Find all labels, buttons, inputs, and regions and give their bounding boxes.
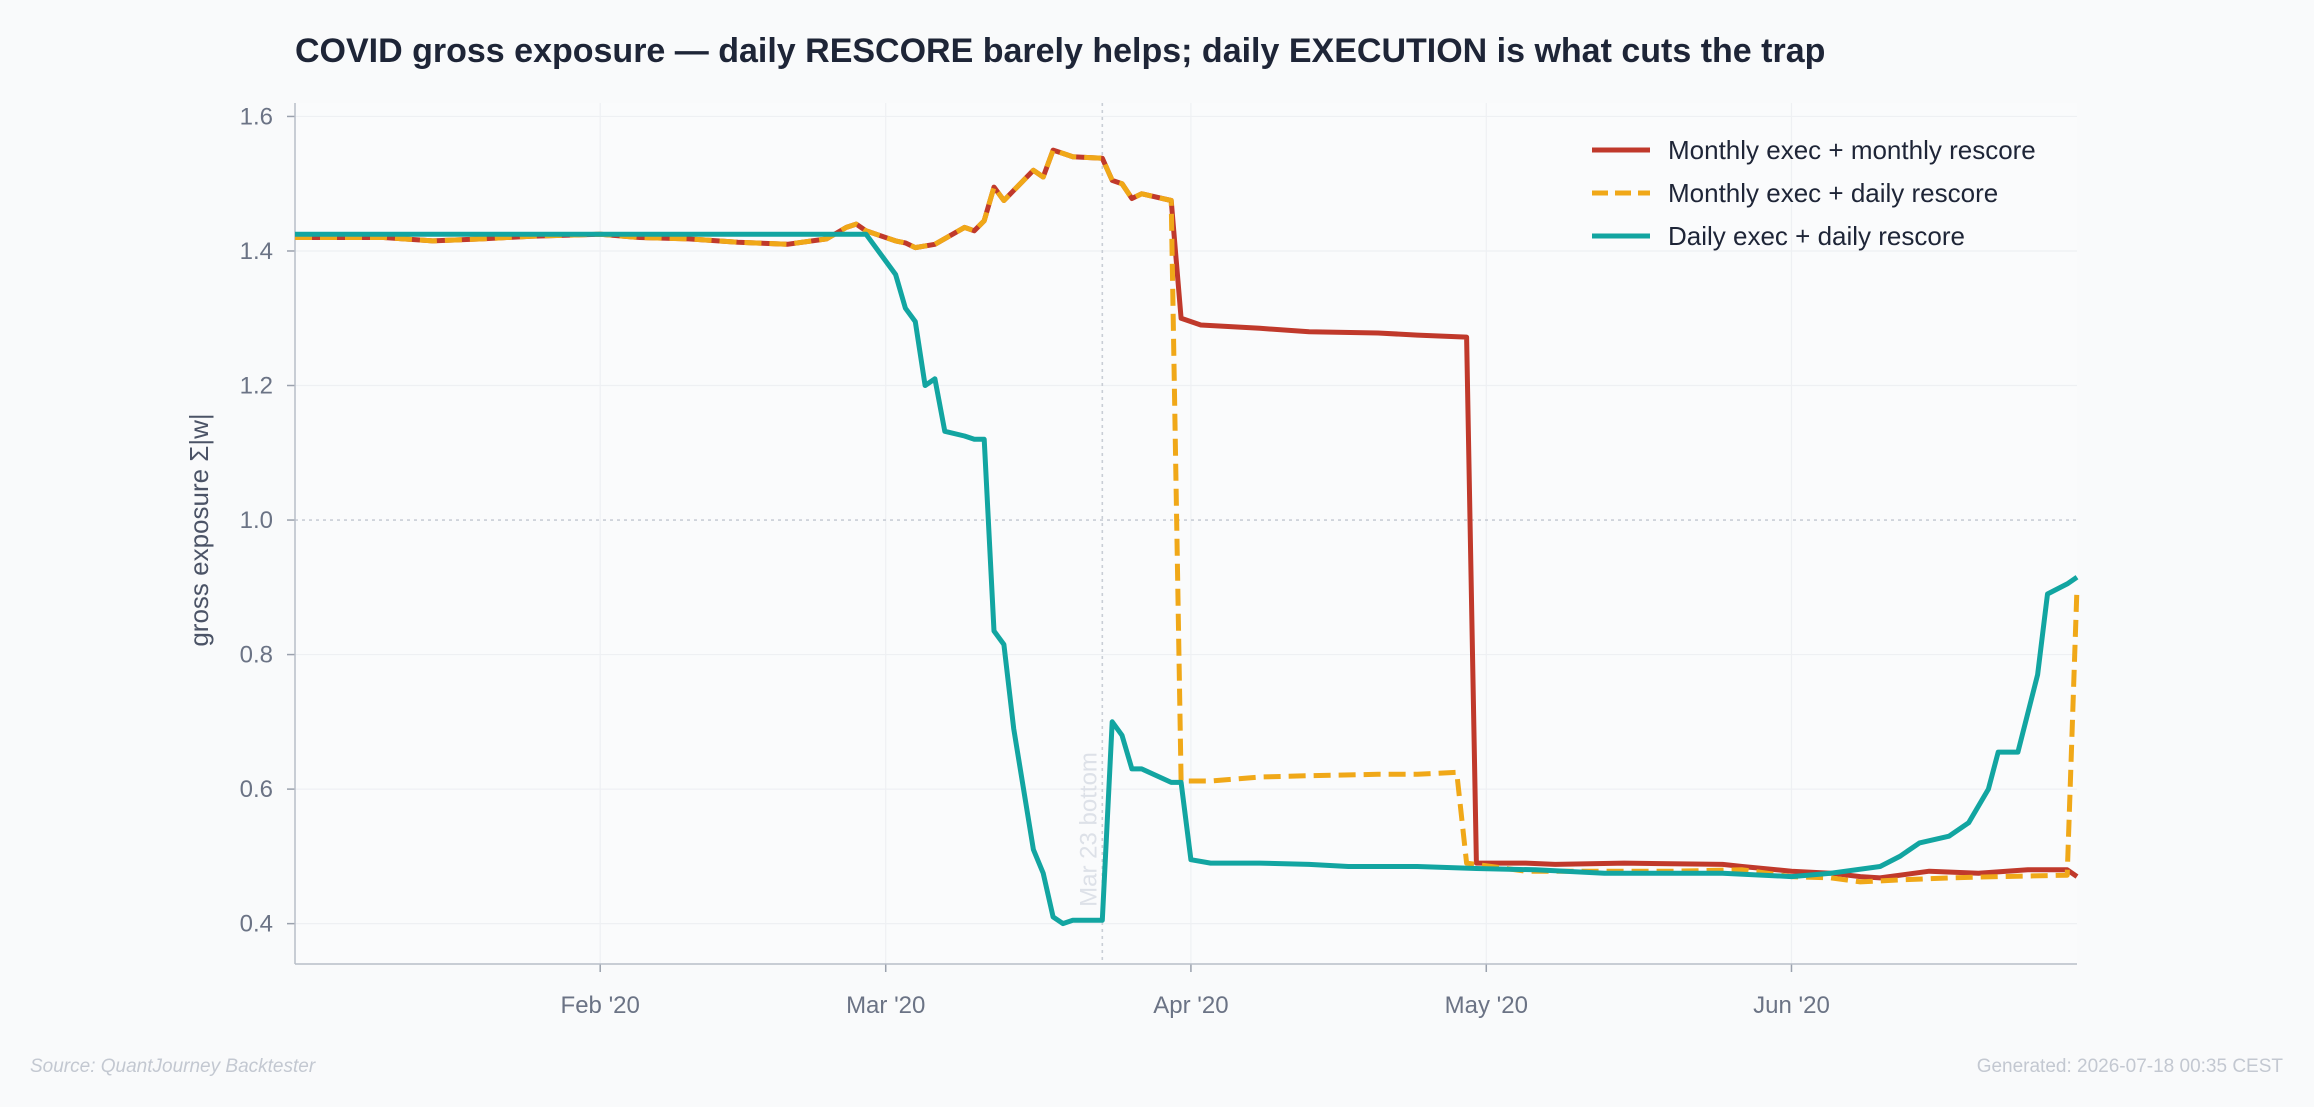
chart-title: COVID gross exposure — daily RESCORE bar…	[295, 32, 1825, 70]
y-tick-label: 0.4	[240, 911, 273, 938]
series-line-3	[295, 231, 2079, 927]
plot-area: 0.4 0.6 0.8 1.0 1.2 1.4 1.6 Feb '20 Mar '20 Apr '…	[240, 103, 2080, 1019]
y-tick-label: 1.2	[240, 373, 273, 400]
x-tick-label: Jun '20	[1753, 992, 1830, 1019]
y-tick-label: 1.4	[240, 238, 273, 265]
y-tick-label: 1.6	[240, 103, 273, 130]
y-tick-label: 1.0	[240, 507, 273, 534]
y-tick-label: 0.6	[240, 776, 273, 803]
x-tick-label: Feb '20	[561, 992, 640, 1019]
footer-generated: Generated: 2026-07-18 00:35 CEST	[1977, 1056, 2284, 1077]
y-tick-label: 0.8	[240, 642, 273, 669]
x-tick-label: May '20	[1445, 992, 1528, 1019]
x-tick-label: Apr '20	[1153, 992, 1228, 1019]
legend-label: Monthly exec + monthly rescore	[1668, 135, 2036, 165]
legend-label: Monthly exec + daily rescore	[1668, 178, 1998, 208]
legend-label: Daily exec + daily rescore	[1668, 221, 1965, 251]
footer-source: Source: QuantJourney Backtester	[30, 1056, 316, 1077]
legend: Monthly exec + monthly rescore Monthly ex…	[1592, 135, 2036, 251]
x-tick-label: Mar '20	[846, 992, 925, 1019]
y-axis-label: gross exposure Σ|w|	[184, 413, 214, 646]
annotation-label: Mar 23 bottom	[1075, 752, 1102, 907]
